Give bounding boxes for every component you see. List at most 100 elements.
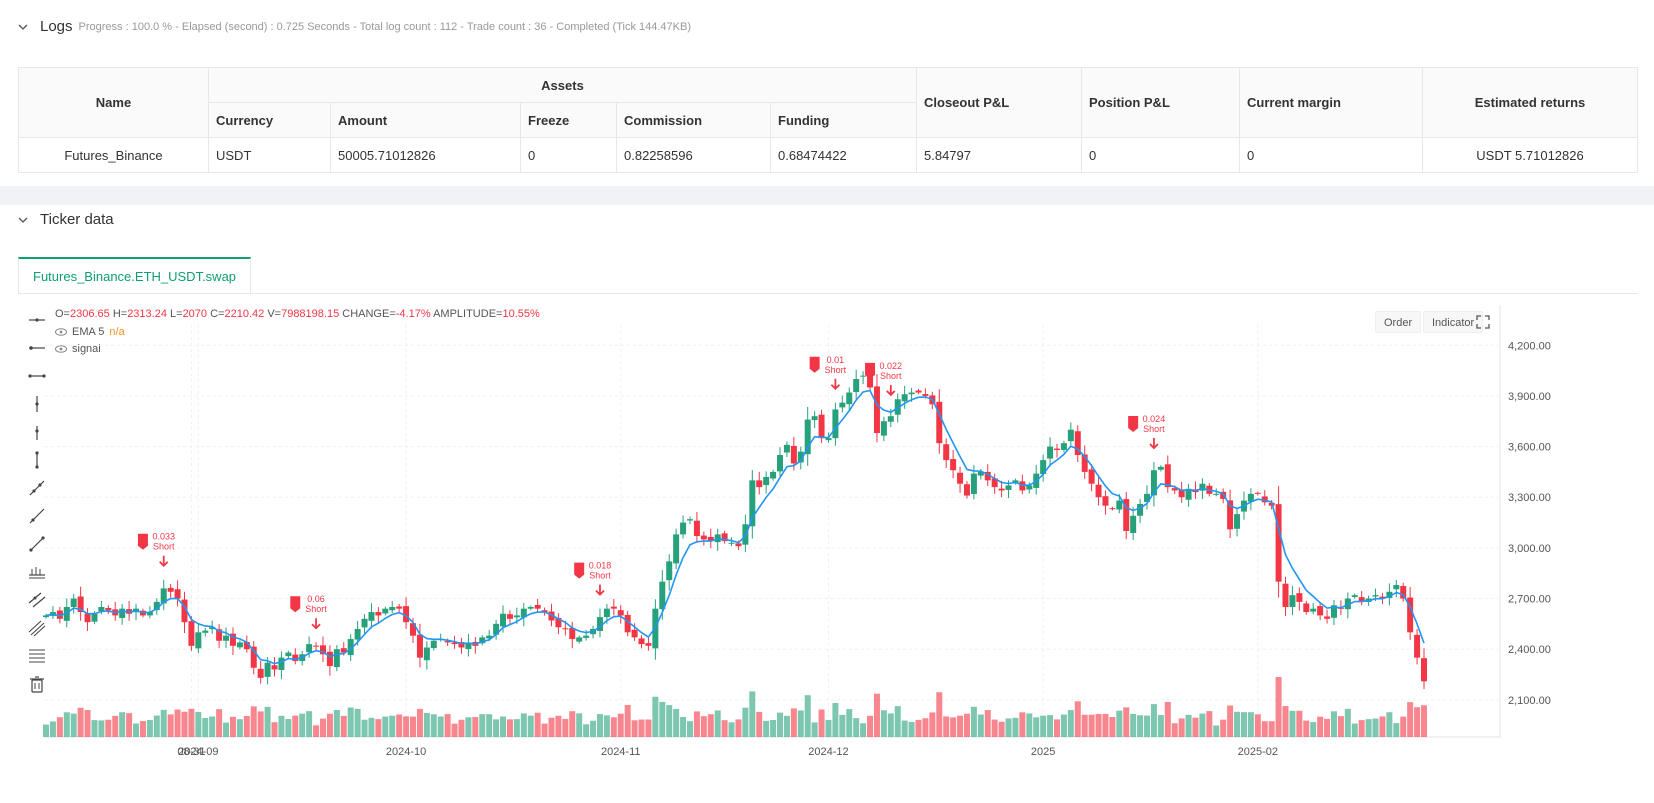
cell-current-margin: 0: [1239, 137, 1423, 173]
eye-icon[interactable]: [55, 345, 67, 353]
ohlc-volume: 7988198.15: [281, 308, 340, 320]
short-signal-arrow: [1149, 438, 1159, 450]
candle-body: [416, 634, 423, 658]
volume-bar: [472, 717, 479, 737]
signal-side-label: Short: [825, 365, 847, 375]
ohlc-change: -4.17%: [395, 308, 431, 320]
volume-bar: [929, 712, 936, 737]
volume-bar: [1012, 717, 1019, 737]
candle-body: [583, 635, 590, 638]
candle-body: [264, 662, 271, 677]
candle-body: [825, 438, 832, 441]
candle-body: [680, 522, 687, 535]
tab-eth-usdt-swap[interactable]: Futures_Binance.ETH_USDT.swap: [18, 257, 252, 293]
cell-position-pnl: 0: [1081, 137, 1240, 173]
volume-bar: [756, 711, 763, 737]
horizontal-line-tool-icon[interactable]: [26, 309, 48, 331]
volume-bar: [160, 709, 167, 737]
volume-bar: [500, 716, 507, 737]
candle-body: [1047, 446, 1054, 459]
volume-bar: [880, 710, 887, 737]
fibonacci-tool-icon[interactable]: [26, 645, 48, 667]
fullscreen-icon[interactable]: [1474, 313, 1492, 331]
volume-bar: [811, 722, 818, 737]
horizontal-ray-tool-icon[interactable]: [26, 337, 48, 359]
price-range-tool-icon[interactable]: [26, 561, 48, 583]
volume-bar: [867, 715, 874, 737]
legend-ema[interactable]: EMA 5 n/a: [55, 326, 125, 338]
volume-bar: [278, 715, 285, 737]
volume-bar: [1040, 715, 1047, 737]
volume-bar: [285, 719, 292, 737]
candle-body: [1157, 466, 1164, 470]
volume-bar: [1109, 717, 1116, 737]
volume-bar: [451, 723, 458, 737]
chevron-down-icon[interactable]: [18, 215, 28, 225]
volume-bar: [513, 719, 520, 737]
volume-bar: [707, 714, 714, 737]
volume-bar: [894, 706, 901, 737]
candle-body: [548, 611, 555, 621]
volume-bar: [1310, 722, 1317, 737]
volume-bar: [541, 723, 548, 737]
ohlc-change-label: CHANGE=: [342, 308, 396, 320]
trash-icon[interactable]: [26, 673, 48, 695]
eye-icon[interactable]: [55, 328, 67, 336]
candle-body: [873, 386, 880, 434]
vertical-line-tool-icon[interactable]: [26, 393, 48, 415]
candle-body: [1282, 583, 1289, 607]
pitchfork-tool-icon[interactable]: [26, 617, 48, 639]
volume-bar: [146, 720, 153, 737]
volume-bar: [112, 715, 119, 737]
volume-bar: [770, 719, 777, 737]
header-estimated-returns: Estimated returns: [1422, 67, 1638, 138]
vertical-ray-tool-icon[interactable]: [26, 421, 48, 443]
candle-body: [98, 606, 105, 612]
signal-side-label: Short: [880, 371, 902, 381]
volume-bar: [1247, 712, 1254, 737]
candle-body: [1407, 597, 1414, 633]
segment-tool-icon[interactable]: [26, 533, 48, 555]
volume-bar: [229, 716, 236, 737]
ticker-title: Ticker data: [40, 211, 114, 228]
volume-bar: [797, 710, 804, 737]
candle-body: [216, 629, 223, 641]
volume-bar: [416, 708, 423, 737]
volume-bar: [1393, 723, 1400, 737]
volume-bar: [915, 719, 922, 737]
candle-body: [202, 630, 209, 633]
volume-bar: [596, 714, 603, 737]
legend-signal[interactable]: signal: [55, 343, 101, 355]
volume-bar: [181, 711, 188, 737]
volume-bar: [375, 719, 382, 737]
volume-bar: [804, 695, 811, 737]
volume-bar: [970, 706, 977, 737]
candle-body: [957, 472, 964, 484]
y-tick-label: 3,900.00: [1508, 391, 1551, 403]
trend-line-tool-icon[interactable]: [26, 477, 48, 499]
volume-bar: [1067, 710, 1074, 737]
vertical-segment-tool-icon[interactable]: [26, 449, 48, 471]
short-flag-marker: [574, 562, 585, 579]
volume-bar: [139, 721, 146, 737]
volume-bar: [153, 715, 160, 737]
chevron-down-icon[interactable]: [18, 22, 28, 32]
horizontal-segment-tool-icon[interactable]: [26, 365, 48, 387]
candle-body: [243, 641, 250, 650]
candle-body: [908, 392, 915, 395]
indicator-button[interactable]: Indicator: [1423, 311, 1484, 333]
candle-body: [1178, 489, 1185, 498]
ticker-header[interactable]: Ticker data: [18, 211, 114, 228]
order-button[interactable]: Order: [1375, 311, 1422, 333]
ray-tool-icon[interactable]: [26, 505, 48, 527]
volume-bar: [1254, 714, 1261, 737]
short-signal-arrow: [830, 378, 841, 391]
chart-area[interactable]: O=2306.65 H=2313.24 L=2070 C=2210.42 V=7…: [18, 305, 1638, 803]
price-chart[interactable]: 4,200.00 3,900.00 3,600.00 3,300.00 3,000.00…: [18, 305, 1638, 803]
candle-body: [174, 589, 181, 599]
logs-header[interactable]: Logs Progress : 100.0 % - Elapsed (secon…: [18, 18, 691, 35]
ohlc-amplitude: 10.55%: [502, 308, 540, 320]
parallel-channel-tool-icon[interactable]: [26, 589, 48, 611]
candle-body: [91, 613, 98, 622]
volume-bar: [825, 719, 832, 737]
